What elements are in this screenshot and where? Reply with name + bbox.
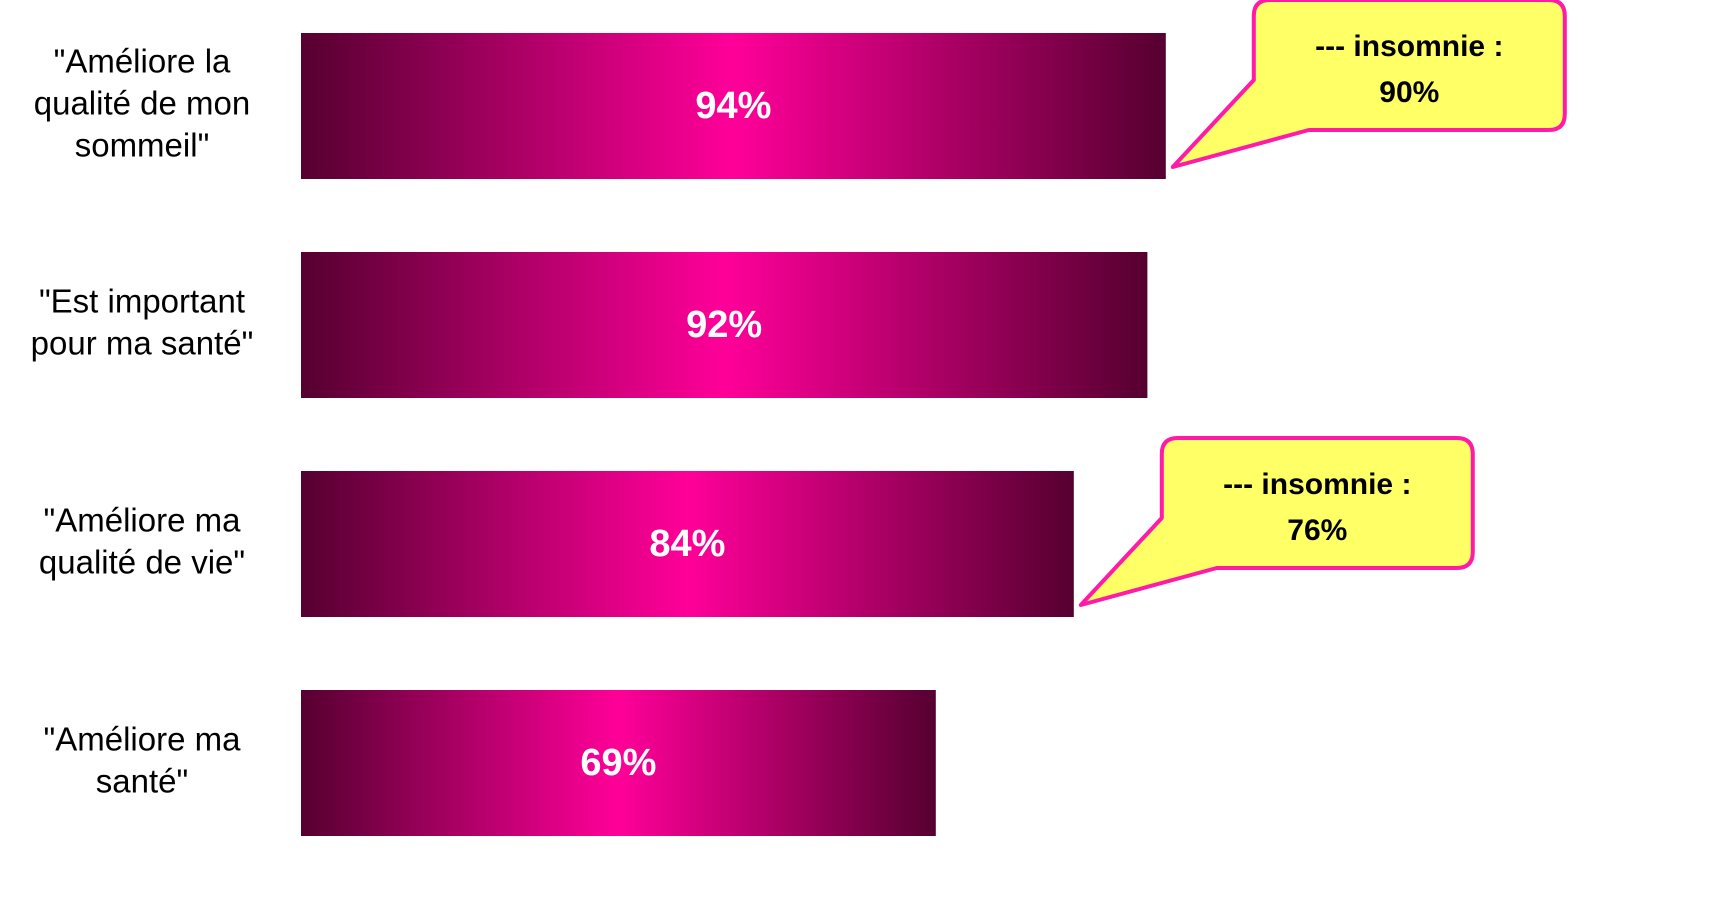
category-label: "Améliore ma bbox=[44, 721, 242, 758]
bar bbox=[301, 471, 1074, 617]
bar bbox=[301, 252, 1148, 398]
category-label: "Améliore la bbox=[54, 43, 231, 80]
category-label: "Est important bbox=[39, 283, 245, 320]
category-label: santé" bbox=[96, 763, 188, 800]
callout bbox=[1170, 0, 1567, 169]
value-label: 92% bbox=[686, 304, 762, 346]
value-label: 94% bbox=[695, 85, 771, 127]
callout bbox=[1078, 436, 1475, 607]
category-label: "Améliore ma bbox=[44, 502, 242, 539]
callout-text: 76% bbox=[1287, 514, 1347, 547]
category-label: sommeil" bbox=[75, 127, 210, 164]
value-label: 69% bbox=[580, 742, 656, 784]
category-label: qualité de vie" bbox=[39, 544, 245, 581]
bar bbox=[301, 690, 936, 836]
value-label: 84% bbox=[649, 523, 725, 565]
callout-text: --- insomnie : bbox=[1223, 468, 1411, 501]
callout-text: 90% bbox=[1379, 76, 1439, 109]
bar bbox=[301, 33, 1166, 179]
category-label: pour ma santé" bbox=[31, 325, 254, 362]
callout-text: --- insomnie : bbox=[1315, 30, 1503, 63]
category-label: qualité de mon bbox=[34, 85, 250, 122]
